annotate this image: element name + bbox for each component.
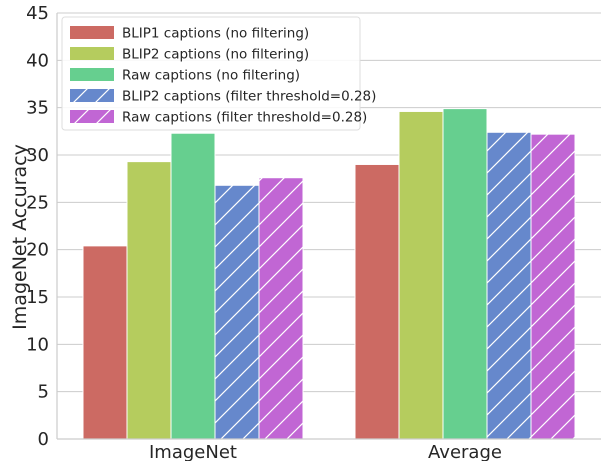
axes xyxy=(56,13,601,440)
bar-imagenet-3 xyxy=(214,184,260,440)
y-tick-label: 35 xyxy=(26,98,49,119)
legend: BLIP1 captions (no filtering) BLIP2 capti… xyxy=(61,16,376,131)
y-tick-label: 10 xyxy=(26,334,49,355)
legend-label: BLIP1 captions (no filtering) xyxy=(122,26,309,42)
y-axis-label: ImageNet Accuracy xyxy=(9,144,31,330)
y-tick-label: 25 xyxy=(26,192,49,213)
y-tick-label: 20 xyxy=(26,240,49,261)
bar-imagenet-4 xyxy=(258,177,304,440)
x-tick-label: Average xyxy=(428,442,502,461)
x-tick-label: ImageNet xyxy=(149,442,237,461)
y-tick-label: 5 xyxy=(38,382,49,403)
bars xyxy=(82,108,576,440)
bar-average-1 xyxy=(398,110,444,440)
bar-average-4 xyxy=(530,133,576,440)
legend-label: Raw captions (filter threshold=0.28) xyxy=(122,110,367,126)
legend-swatch xyxy=(70,110,114,123)
y-tick-label: 0 xyxy=(38,429,49,450)
tick-labels: 0 5 10 15 20 25 30 35 40 45 ImageNet Average xyxy=(26,3,502,461)
y-tick-label: 40 xyxy=(26,50,49,71)
y-tick-label: 45 xyxy=(26,3,49,24)
bar-imagenet-2 xyxy=(170,132,216,440)
y-tick-label: 30 xyxy=(26,145,49,166)
legend-label: BLIP2 captions (no filtering) xyxy=(122,47,309,63)
legend-label: BLIP2 captions (filter threshold=0.28) xyxy=(122,89,376,105)
bar-imagenet-1 xyxy=(126,161,172,440)
legend-swatch xyxy=(70,47,114,60)
bar-imagenet-0 xyxy=(82,245,128,440)
legend-swatch xyxy=(70,26,114,39)
legend-box xyxy=(61,16,361,131)
y-tick-label: 15 xyxy=(26,287,49,308)
legend-label: Raw captions (no filtering) xyxy=(122,68,300,84)
legend-swatch xyxy=(70,89,114,102)
bar-average-3 xyxy=(486,131,532,440)
bar-average-0 xyxy=(354,163,400,440)
legend-swatch xyxy=(70,68,114,81)
bar-average-2 xyxy=(442,108,488,440)
